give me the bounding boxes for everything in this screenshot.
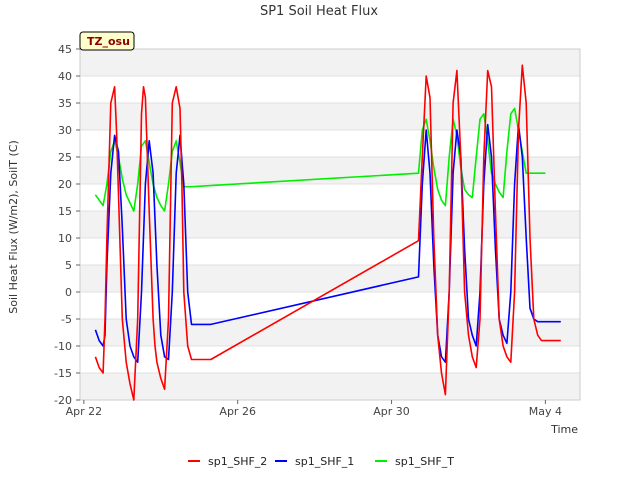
x-tick-label: Apr 26 (219, 405, 256, 418)
legend-label: sp1_SHF_1 (295, 455, 354, 468)
y-tick-label: 5 (65, 259, 72, 272)
legend: sp1_SHF_2 sp1_SHF_1 sp1_SHF_T (188, 455, 454, 468)
plot-band (80, 49, 580, 76)
plot-band (80, 265, 580, 292)
y-tick-label: -20 (54, 394, 72, 407)
y-tick-label: -10 (54, 340, 72, 353)
series-line-sp1-shf-2 (94, 64, 561, 401)
x-tick-label: Apr 22 (66, 405, 103, 418)
legend-label: sp1_SHF_2 (208, 455, 267, 468)
y-tick-label: 35 (58, 97, 72, 110)
x-tick-label: Apr 30 (373, 405, 410, 418)
y-tick-label: 10 (58, 232, 72, 245)
plot-band (80, 103, 580, 130)
legend-item: sp1_SHF_2 (188, 455, 267, 468)
site-label-text: TZ_osu (87, 35, 130, 48)
plot-band (80, 157, 580, 184)
x-axis-title: Time (550, 423, 578, 436)
y-tick-label: 45 (58, 43, 72, 56)
y-tick-label: 0 (65, 286, 72, 299)
legend-item: sp1_SHF_1 (275, 455, 354, 468)
plot-band (80, 373, 580, 400)
series-lines (94, 64, 561, 401)
y-tick-label: 40 (58, 70, 72, 83)
plot-frame (79, 48, 581, 401)
legend-label: sp1_SHF_T (395, 455, 454, 468)
y-tick-label: -15 (54, 367, 72, 380)
y-tick-label: 20 (58, 178, 72, 191)
site-label-box: TZ_osu (79, 31, 135, 51)
x-axis-ticks: Apr 22 Apr 26 Apr 30 May 4 (66, 400, 562, 418)
site-label-background (79, 31, 135, 51)
y-tick-label: 15 (58, 205, 72, 218)
x-tick-label: May 4 (529, 405, 562, 418)
y-tick-label: 25 (58, 151, 72, 164)
y-tick-label: -5 (61, 313, 72, 326)
y-axis-title: Soil Heat Flux (W/m2), SoilT (C) (7, 140, 20, 313)
chart-title: SP1 Soil Heat Flux (260, 4, 378, 19)
plot-band (80, 319, 580, 346)
y-axis-ticks: -20 -15 -10 -5 0 5 10 15 20 25 30 35 40 45 (54, 43, 80, 407)
legend-item: sp1_SHF_T (375, 455, 454, 468)
y-tick-label: 30 (58, 124, 72, 137)
